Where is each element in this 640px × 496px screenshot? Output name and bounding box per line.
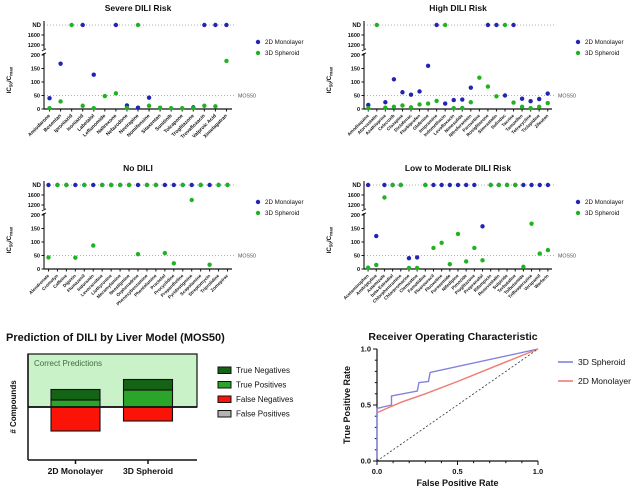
svg-text:2D Monolayer: 2D Monolayer — [48, 466, 104, 476]
svg-text:1.0: 1.0 — [361, 345, 371, 354]
svg-text:2D Monolayer: 2D Monolayer — [265, 39, 304, 46]
panel-title-no-dili: No DILI — [123, 163, 153, 173]
svg-text:1200: 1200 — [348, 203, 360, 209]
svg-text:150: 150 — [351, 67, 360, 73]
svg-text:100: 100 — [351, 240, 360, 246]
svg-text:ND: ND — [352, 23, 361, 29]
svg-text:2D Monolayer: 2D Monolayer — [578, 376, 631, 386]
svg-text:50: 50 — [34, 254, 40, 260]
svg-text:150: 150 — [351, 227, 360, 233]
svg-text:1600: 1600 — [28, 33, 40, 39]
high-dili-scatter-chart: NDMOS5016001200050100150200AmodiaquineAt… — [326, 21, 624, 138]
svg-text:3D Spheroid: 3D Spheroid — [585, 210, 620, 217]
svg-text:0: 0 — [37, 267, 40, 273]
svg-text:200: 200 — [351, 53, 360, 59]
svg-text:3D Spheroid: 3D Spheroid — [265, 50, 300, 57]
svg-text:True Negatives: True Negatives — [236, 366, 290, 375]
panel-title-low-moderate: Low to Moderate DILI Risk — [404, 163, 512, 173]
svg-text:2D Monolayer: 2D Monolayer — [265, 199, 304, 206]
svg-text:1600: 1600 — [348, 33, 360, 39]
svg-text:MOS50: MOS50 — [558, 254, 576, 260]
svg-text:ND: ND — [32, 183, 41, 189]
svg-text:100: 100 — [31, 80, 40, 86]
svg-text:True Positive Rate: True Positive Rate — [342, 366, 352, 444]
panel-prediction-bar-chart: Correct Predictions 2D Monolayer 3D Sphero… — [0, 330, 320, 496]
low-moderate-dili-scatter-chart: NDMOS5016001200050100150200Acetaminophen… — [326, 181, 624, 304]
svg-text:200: 200 — [351, 213, 360, 219]
svg-text:IC50/Cmax: IC50/Cmax — [6, 226, 13, 253]
panel-high-dili-risk: ND MOS50 1600 1200 0 50 100 150 200 Amodiaquine At… — [320, 0, 640, 160]
panel-severe-dili-risk: ND MOS50 1600 1200 0 50 100 150 200 Amiodarone Bos… — [0, 0, 320, 160]
svg-text:3D Spheroid: 3D Spheroid — [123, 466, 173, 476]
svg-text:Correct Predictions: Correct Predictions — [34, 359, 102, 368]
svg-text:50: 50 — [354, 254, 360, 260]
svg-text:0.5: 0.5 — [452, 467, 462, 476]
svg-text:0.0: 0.0 — [361, 457, 371, 466]
svg-text:50: 50 — [354, 94, 360, 100]
svg-text:0: 0 — [357, 267, 360, 273]
svg-text:3D Spheroid: 3D Spheroid — [585, 50, 620, 57]
svg-text:150: 150 — [31, 67, 40, 73]
svg-text:# Compounds: # Compounds — [9, 380, 18, 434]
roc-curve-chart: 0.00.0 0.5 0.5 1.0 1.0 False Positive Rate Tru… — [342, 345, 631, 489]
svg-text:MOS50: MOS50 — [558, 94, 576, 100]
svg-text:150: 150 — [31, 227, 40, 233]
svg-text:100: 100 — [31, 240, 40, 246]
svg-text:1200: 1200 — [28, 43, 40, 49]
panel-title-severe: Severe DILI Risk — [104, 3, 172, 13]
svg-text:False Negatives: False Negatives — [236, 395, 293, 404]
svg-text:False Positives: False Positives — [236, 410, 290, 419]
severe-dili-scatter-chart: NDMOS5016001200050100150200AmiodaroneBos… — [6, 21, 304, 140]
svg-text:0: 0 — [37, 107, 40, 113]
svg-text:False Positive Rate: False Positive Rate — [416, 478, 498, 488]
panel-no-dili: ND MOS50 1600 1200 0 50 100 150 200 Alendronate Cr… — [0, 160, 320, 330]
panel-title-roc: Receiver Operating Characteristic — [368, 331, 538, 343]
svg-text:200: 200 — [31, 213, 40, 219]
svg-text:3D Spheroid: 3D Spheroid — [578, 357, 626, 367]
no-dili-scatter-chart: NDMOS5016001200050100150200AlendronateCr… — [6, 181, 304, 306]
svg-text:ND: ND — [32, 23, 41, 29]
panel-low-moderate-dili-risk: ND MOS50 1600 1200 0 50 100 150 200 Acetaminophen… — [320, 160, 640, 330]
svg-text:3D Spheroid: 3D Spheroid — [265, 210, 300, 217]
svg-text:1600: 1600 — [348, 193, 360, 199]
svg-text:200: 200 — [31, 53, 40, 59]
svg-text:IC50/Cmax: IC50/Cmax — [326, 226, 333, 253]
panel-title-prediction: Prediction of DILI by Liver Model (MOS50… — [6, 332, 225, 344]
svg-text:1200: 1200 — [348, 43, 360, 49]
svg-text:0: 0 — [357, 107, 360, 113]
svg-text:IC50/Cmax: IC50/Cmax — [6, 66, 13, 93]
svg-text:1200: 1200 — [28, 203, 40, 209]
svg-text:IC50/Cmax: IC50/Cmax — [326, 66, 333, 93]
prediction-bar-chart: Correct Predictions 2D Monolayer 3D Sphero… — [9, 353, 293, 476]
panel-roc-curve: 0.0 0.0 0.5 0.5 1.0 1.0 False Positive Rate Tru… — [320, 330, 640, 496]
svg-text:1.0: 1.0 — [533, 467, 543, 476]
svg-text:100: 100 — [351, 80, 360, 86]
svg-text:MOS50: MOS50 — [238, 254, 256, 260]
svg-text:2D Monolayer: 2D Monolayer — [585, 199, 624, 206]
svg-text:ND: ND — [352, 183, 361, 189]
panel-title-high: High DILI Risk — [429, 3, 487, 13]
svg-text:2D Monolayer: 2D Monolayer — [585, 39, 624, 46]
svg-text:0.0: 0.0 — [372, 467, 382, 476]
svg-text:50: 50 — [34, 94, 40, 100]
svg-text:True Positives: True Positives — [236, 381, 286, 390]
svg-text:MOS50: MOS50 — [238, 94, 256, 100]
svg-text:0.5: 0.5 — [361, 401, 371, 410]
svg-text:1600: 1600 — [28, 193, 40, 199]
